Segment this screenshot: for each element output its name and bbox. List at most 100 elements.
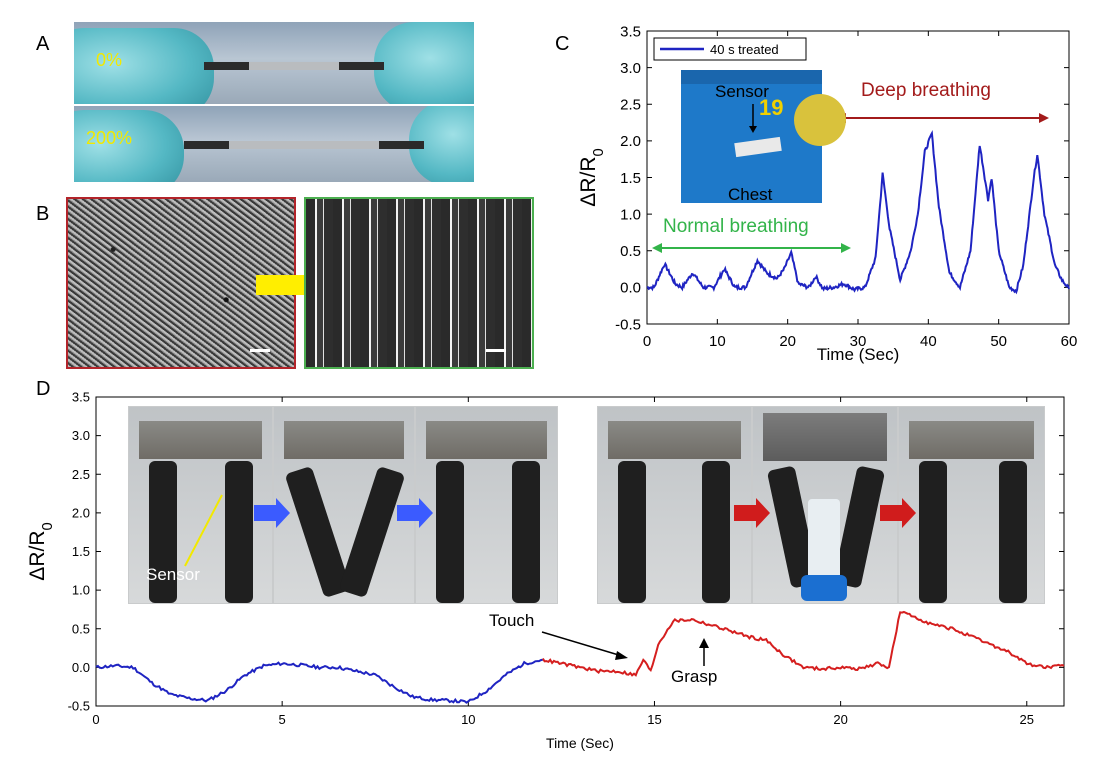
x-tick-label: 10: [461, 712, 475, 727]
y-axis-label: ΔR/R0: [26, 522, 56, 580]
inset-sensor-label: Sensor: [715, 82, 769, 101]
gripper-photo-5: [752, 406, 898, 604]
red-arrow: [880, 498, 916, 528]
y-tick-label: 0.0: [72, 660, 90, 675]
sensor-label: Sensor: [146, 565, 200, 584]
y-tick-label: 2.5: [72, 467, 90, 482]
y-tick-label: 3.0: [72, 428, 90, 443]
y-tick-label: 1.5: [72, 544, 90, 559]
gripper-photo-3: [415, 406, 558, 604]
gripper-finger: [225, 461, 253, 603]
gripper-photo-4: [597, 406, 752, 604]
panel-c-letter: C: [555, 33, 570, 55]
x-tick-label: 5: [279, 712, 286, 727]
y-tick-label: 2.0: [620, 133, 641, 150]
panel-b-letter: B: [36, 203, 50, 225]
y-axis-label: ΔR/R0: [577, 148, 607, 206]
x-tick-label: 60: [1061, 333, 1078, 350]
x-axis-label: Time (Sec): [546, 735, 614, 751]
arrow-head: [615, 651, 628, 660]
x-tick-label: 30: [850, 333, 867, 350]
panel-d-letter: D: [36, 378, 51, 400]
shirt-number: 19: [759, 95, 783, 120]
x-tick-label: 10: [709, 333, 726, 350]
y-tick-label: 2.0: [72, 505, 90, 520]
inset-chest-label: Chest: [728, 185, 773, 204]
gripper-holder: [763, 413, 887, 461]
chest-photo: 19 Sensor Chest: [681, 70, 846, 204]
y-tick-label: 1.0: [620, 206, 641, 223]
gripper-holder: [608, 421, 741, 459]
strain-photo-200: 200%: [74, 106, 474, 182]
normal-breathing-label: Normal breathing: [663, 216, 809, 237]
gripper-finger: [436, 461, 464, 603]
x-tick-label: 25: [1020, 712, 1034, 727]
x-tick-label: 40: [920, 333, 937, 350]
gripper-photo-6: [898, 406, 1045, 604]
y-tick-label: 1.0: [72, 583, 90, 598]
x-tick-label: 20: [833, 712, 847, 727]
gripper-finger: [999, 461, 1027, 603]
x-axis-label: Time (Sec): [817, 345, 900, 364]
sample-strip: [184, 141, 229, 149]
plot-frame: [95, 396, 1065, 707]
series-line-40s-treated: [646, 130, 1070, 295]
gripper-photo-1: [128, 406, 273, 604]
y-tick-label: 3.5: [620, 23, 641, 40]
y-tick-label: 1.5: [620, 170, 641, 187]
gripper-holder: [284, 421, 404, 459]
red-arrow: [734, 498, 770, 528]
series-line-gripper-open: [95, 658, 544, 704]
gripper-finger: [702, 461, 730, 603]
gripper-finger: [512, 461, 540, 603]
strain-label-0: 0%: [96, 50, 123, 70]
gripper-finger: [149, 461, 177, 603]
strain-label-200: 200%: [86, 128, 133, 148]
y-tick-label: 3.5: [72, 390, 90, 405]
vial: [808, 499, 840, 579]
sample-strip: [379, 141, 424, 149]
sample-gauge: [229, 141, 379, 149]
gripper-photo-2: [273, 406, 415, 604]
micrograph-stretched: [304, 197, 534, 369]
touch-label: Touch: [489, 611, 534, 630]
blue-arrow: [254, 498, 290, 528]
strain-photo-0: 0%: [74, 22, 474, 104]
left-glove: [74, 28, 214, 104]
y-tick-label: 0.5: [620, 243, 641, 260]
arrow-head: [652, 243, 662, 253]
panel-a-letter: A: [36, 33, 50, 55]
y-tick-label: 3.0: [620, 60, 641, 77]
y-tick-label: -0.5: [615, 316, 641, 333]
arrow-head: [699, 638, 709, 648]
legend-box: [653, 37, 807, 61]
gripper-holder: [139, 421, 262, 459]
sample-gauge: [249, 62, 339, 70]
left-glove: [74, 110, 184, 182]
arrow-head: [1039, 113, 1049, 123]
touch-pointer: [541, 631, 623, 657]
gripper-holder: [909, 421, 1034, 459]
gripper-holder: [426, 421, 547, 459]
right-glove: [374, 22, 474, 104]
x-tick-label: 50: [990, 333, 1007, 350]
y-tick-label: 0.0: [620, 280, 641, 297]
series-line-gripper-grasp: [541, 610, 1065, 677]
x-tick-label: 0: [643, 333, 651, 350]
gripper-finger: [919, 461, 947, 603]
y-tick-label: 0.5: [72, 621, 90, 636]
scale-bar: [486, 349, 506, 352]
gripper-finger: [618, 461, 646, 603]
x-tick-label: 0: [92, 712, 99, 727]
y-tick-label: 2.5: [620, 97, 641, 114]
x-tick-label: 20: [779, 333, 796, 350]
arrow-head: [841, 243, 851, 253]
blue-arrow: [397, 498, 433, 528]
sensor-pointer: [184, 494, 223, 567]
sample-strip: [339, 62, 384, 70]
vial-cap: [801, 575, 847, 601]
scale-bar: [250, 349, 270, 352]
x-tick-label: 15: [647, 712, 661, 727]
